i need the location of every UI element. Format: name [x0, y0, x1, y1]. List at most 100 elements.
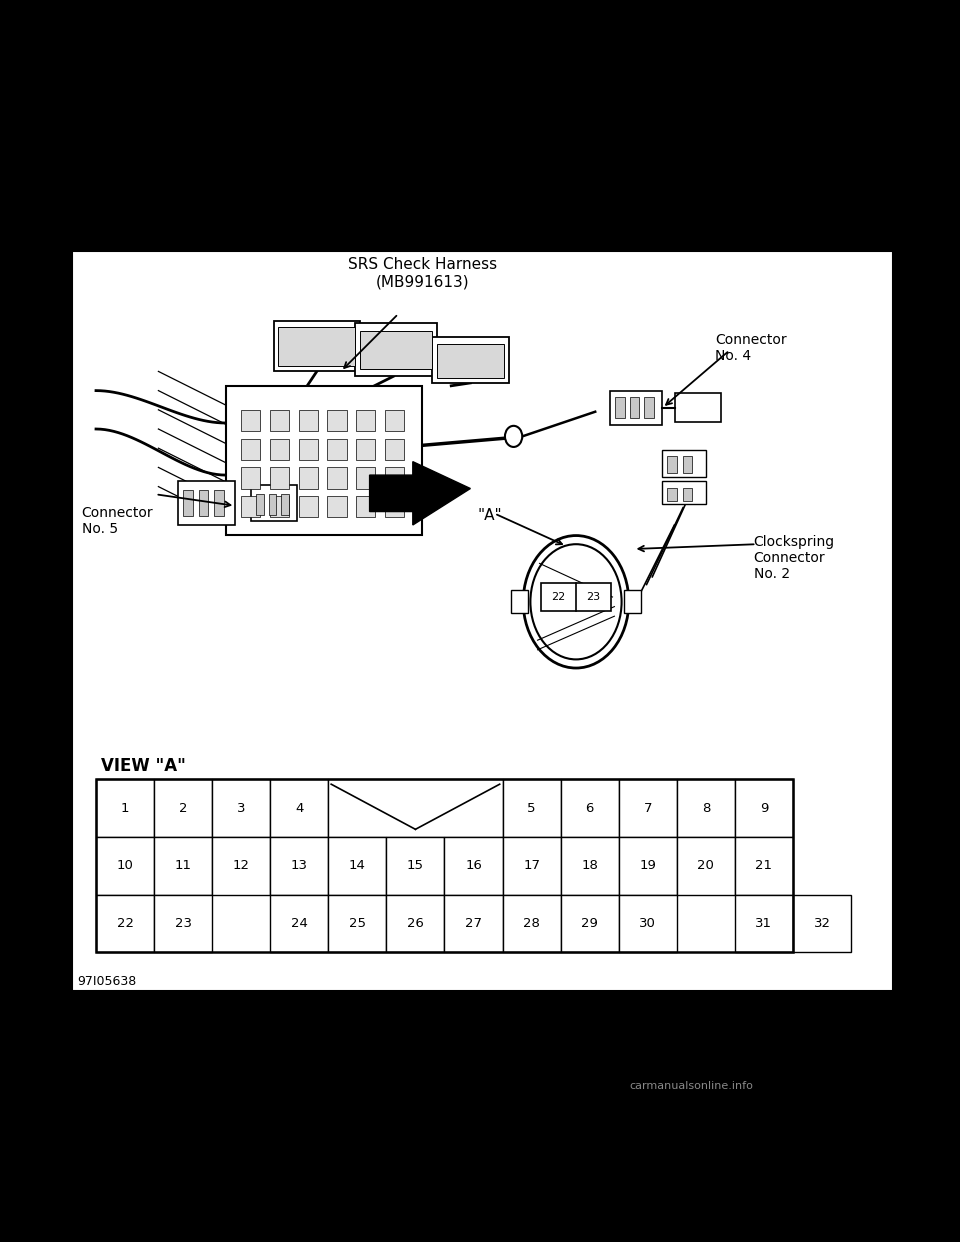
Bar — [154, 837, 212, 894]
Text: 20: 20 — [697, 859, 714, 872]
Bar — [511, 590, 528, 614]
Bar — [386, 837, 444, 894]
Text: 5: 5 — [527, 801, 536, 815]
Bar — [96, 894, 154, 953]
Bar — [327, 467, 347, 488]
Text: 11: 11 — [175, 859, 192, 872]
Ellipse shape — [530, 544, 622, 660]
Bar — [561, 837, 619, 894]
Text: "A": "A" — [477, 508, 502, 523]
Bar — [356, 497, 375, 518]
Bar — [241, 497, 260, 518]
Bar — [72, 251, 893, 991]
Bar — [503, 894, 561, 953]
Bar — [327, 438, 347, 460]
Bar — [444, 894, 503, 953]
Bar — [356, 410, 375, 431]
Text: carmanualsonline.info: carmanualsonline.info — [629, 1082, 754, 1092]
Bar — [270, 467, 289, 488]
Text: 29: 29 — [581, 917, 598, 930]
Text: 23: 23 — [175, 917, 192, 930]
Text: 6: 6 — [586, 801, 594, 815]
Bar — [360, 332, 432, 369]
Text: 24: 24 — [291, 917, 308, 930]
Text: 21: 21 — [756, 859, 773, 872]
Text: 9: 9 — [759, 801, 768, 815]
Bar — [432, 337, 509, 383]
Bar — [561, 780, 619, 837]
Text: 18: 18 — [581, 859, 598, 872]
Text: 28: 28 — [523, 917, 540, 930]
Bar — [271, 837, 328, 894]
Bar — [328, 894, 386, 953]
Bar — [96, 837, 154, 894]
Bar — [178, 481, 235, 525]
Bar — [278, 327, 355, 365]
Bar — [154, 894, 212, 953]
Bar — [96, 780, 154, 837]
Bar — [271, 894, 328, 953]
Bar — [541, 582, 611, 611]
Text: 15: 15 — [407, 859, 424, 872]
Bar — [241, 467, 260, 488]
Text: 10: 10 — [116, 859, 133, 872]
Ellipse shape — [523, 535, 629, 668]
Bar — [385, 410, 404, 431]
Bar — [154, 780, 212, 837]
Text: 25: 25 — [348, 917, 366, 930]
Bar — [667, 488, 677, 501]
Bar — [299, 467, 318, 488]
Bar — [735, 837, 793, 894]
Bar — [662, 450, 706, 477]
Bar — [618, 780, 677, 837]
Bar — [503, 780, 561, 837]
Bar — [96, 780, 793, 953]
Bar — [199, 491, 208, 517]
Bar — [610, 390, 662, 425]
Bar — [270, 438, 289, 460]
Polygon shape — [370, 462, 470, 525]
Bar — [385, 467, 404, 488]
Text: 4: 4 — [295, 801, 303, 815]
Bar — [437, 344, 504, 378]
Bar — [630, 397, 639, 419]
Bar — [327, 497, 347, 518]
Bar — [281, 494, 289, 515]
Bar — [299, 497, 318, 518]
Text: 12: 12 — [232, 859, 250, 872]
Text: VIEW "A": VIEW "A" — [101, 756, 185, 775]
Bar — [214, 491, 224, 517]
Text: 17: 17 — [523, 859, 540, 872]
Bar — [618, 837, 677, 894]
Text: Connector
No. 5: Connector No. 5 — [82, 505, 154, 537]
Bar — [299, 438, 318, 460]
Text: 1: 1 — [121, 801, 130, 815]
Bar — [677, 780, 735, 837]
Text: Connector
No. 4: Connector No. 4 — [715, 333, 787, 363]
Text: SRS Check Harness
(MB991613): SRS Check Harness (MB991613) — [348, 257, 497, 289]
Text: 2: 2 — [179, 801, 187, 815]
Bar — [328, 837, 386, 894]
Bar — [327, 410, 347, 431]
Text: 3: 3 — [237, 801, 246, 815]
Bar — [618, 894, 677, 953]
Text: 27: 27 — [465, 917, 482, 930]
Ellipse shape — [505, 426, 522, 447]
Text: 32: 32 — [813, 917, 830, 930]
Text: 8: 8 — [702, 801, 710, 815]
Bar — [226, 386, 422, 534]
Text: 14: 14 — [348, 859, 366, 872]
Bar — [503, 837, 561, 894]
Bar — [356, 438, 375, 460]
Text: 23: 23 — [587, 592, 600, 602]
Bar — [793, 894, 851, 953]
Bar — [356, 467, 375, 488]
Text: 16: 16 — [465, 859, 482, 872]
Text: 26: 26 — [407, 917, 424, 930]
Bar — [256, 494, 264, 515]
Text: 30: 30 — [639, 917, 657, 930]
Bar — [615, 397, 625, 419]
Bar — [299, 410, 318, 431]
Bar — [735, 894, 793, 953]
Bar — [386, 894, 444, 953]
